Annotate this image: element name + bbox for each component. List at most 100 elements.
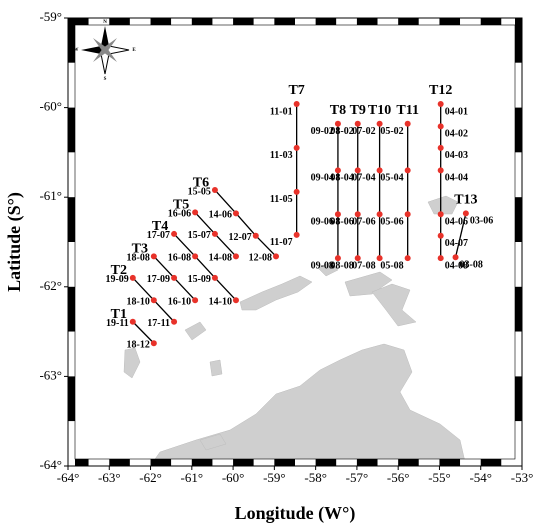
station-label: 05-02 [380, 126, 403, 137]
station [171, 318, 178, 325]
station-label: 05-04 [380, 173, 403, 184]
station [437, 232, 444, 239]
frame-segment [515, 197, 522, 242]
station-label: 18-10 [127, 297, 150, 308]
frame-segment [129, 18, 151, 25]
frame-segment [274, 18, 295, 25]
frame-segment [212, 459, 234, 466]
transect-name: T3 [132, 242, 148, 257]
y-tick-label: -64° [39, 457, 62, 472]
transect-name: T2 [111, 263, 127, 278]
station [437, 211, 444, 218]
station [211, 187, 218, 194]
transect-name: T11 [396, 103, 419, 118]
x-tick-label: -56° [387, 470, 410, 485]
frame-segment [191, 459, 213, 466]
frame-segment [336, 459, 357, 466]
frame-segment [460, 459, 481, 466]
station-label: 15-05 [188, 186, 211, 197]
frame-segment [295, 459, 316, 466]
land [123, 195, 467, 467]
x-tick-label: -60° [222, 470, 245, 485]
frame-segment [315, 18, 337, 25]
frame-segment [515, 18, 522, 63]
x-tick-label: -54° [469, 470, 492, 485]
frame-segment [274, 459, 295, 466]
station [150, 297, 157, 304]
station-label: 04-07 [445, 238, 468, 249]
transect-line [214, 189, 277, 257]
station-label: 14-10 [209, 297, 232, 308]
frame-segment [68, 459, 89, 466]
station-label: 07-06 [352, 217, 375, 228]
frame-segment [315, 459, 337, 466]
station [404, 120, 411, 127]
compass-rose: N S E W [74, 20, 137, 82]
frame-segment [515, 107, 522, 153]
x-tick-label: -62° [139, 470, 162, 485]
frame-segment [515, 242, 522, 287]
station [354, 120, 361, 127]
frame-segment [295, 18, 316, 25]
frame-segment [439, 18, 461, 25]
transect-name: T10 [368, 103, 391, 118]
station-label: 12-08 [249, 253, 272, 264]
station [211, 230, 218, 237]
frame-outline [67, 17, 523, 467]
frame-segment [233, 459, 254, 466]
station-label: 14-06 [209, 210, 232, 221]
station-label: 11-01 [270, 106, 293, 117]
station [376, 167, 383, 174]
station-label: 18-12 [127, 340, 150, 351]
station [129, 318, 136, 325]
x-tick-label: -63° [98, 470, 121, 485]
frame-segment [356, 459, 378, 466]
frame-segment [171, 459, 192, 466]
frame-segment [68, 107, 75, 153]
station-label: 17-07 [147, 230, 170, 241]
station [252, 232, 259, 239]
transect-name: T7 [288, 83, 304, 98]
frame-segment [515, 62, 522, 108]
station [129, 274, 136, 281]
frame-segment [356, 18, 378, 25]
station [437, 144, 444, 151]
station [293, 144, 300, 151]
frame-segment [480, 18, 502, 25]
frame-segment [68, 242, 75, 287]
station-label: 05-08 [380, 260, 403, 271]
station [452, 254, 459, 261]
frame-segment [480, 459, 502, 466]
x-tick-label: -59° [263, 470, 286, 485]
transect-name: T6 [193, 175, 209, 190]
station-label: 05-06 [380, 217, 403, 228]
x-tick-label: -57° [346, 470, 369, 485]
station [232, 253, 239, 260]
station-label: 16-10 [168, 297, 191, 308]
frame-segment [68, 421, 75, 466]
station-label: 16-08 [168, 253, 191, 264]
compass-w: W [74, 48, 79, 53]
station [404, 255, 411, 262]
station-label: 15-09 [188, 274, 211, 285]
y-tick-label: -62° [39, 278, 62, 293]
frame-segment [68, 331, 75, 377]
station-label: 09-06 [311, 217, 334, 228]
station [171, 274, 178, 281]
station-label: 04-04 [445, 173, 468, 184]
station [150, 340, 157, 347]
frame-segment [68, 18, 75, 63]
station [404, 211, 411, 218]
frame-segment [377, 459, 399, 466]
station [334, 211, 341, 218]
frame-segment [68, 18, 89, 25]
station [192, 297, 199, 304]
transect-name: T5 [173, 198, 189, 213]
station-label: 04-06 [445, 217, 468, 228]
transect-line [173, 233, 237, 301]
station-label: 04-08 [445, 260, 468, 271]
frame-segment [212, 18, 234, 25]
station [171, 230, 178, 237]
station [354, 211, 361, 218]
frame-segment [377, 18, 399, 25]
